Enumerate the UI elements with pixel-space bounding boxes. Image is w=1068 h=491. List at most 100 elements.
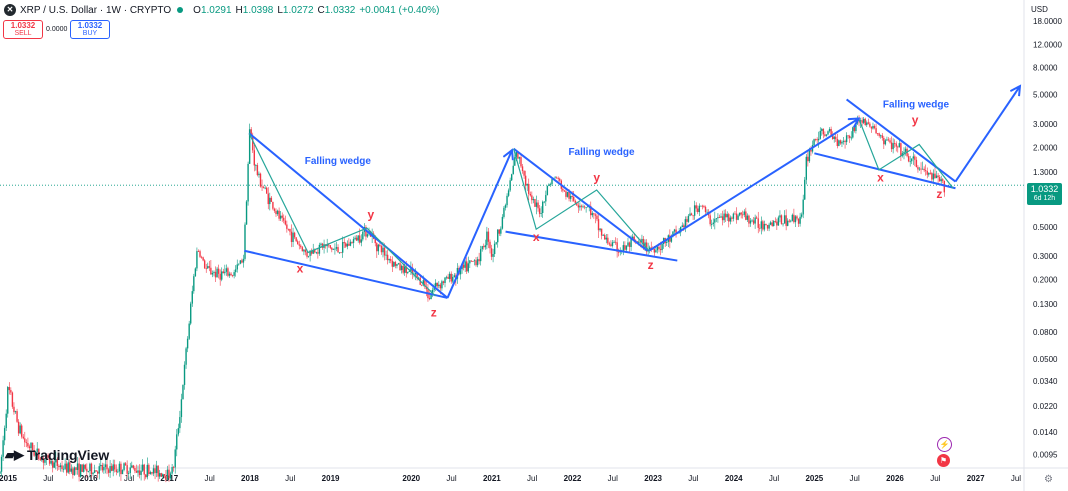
candle-body <box>712 222 714 224</box>
candle-body <box>38 448 40 459</box>
candle-body <box>579 205 581 208</box>
candle-body <box>211 272 214 275</box>
candle-body <box>807 156 809 162</box>
candle-body <box>776 221 778 226</box>
candle-body <box>321 243 324 248</box>
candle-body <box>447 276 449 279</box>
candle-body <box>255 165 257 166</box>
candle-body <box>703 205 705 207</box>
candle-body <box>283 217 285 221</box>
candle-body <box>134 468 136 471</box>
replay-icon[interactable]: ⚡ <box>937 437 952 452</box>
candle-body <box>86 468 88 472</box>
candle-body <box>176 434 178 450</box>
candle-body <box>135 470 138 473</box>
candle-body <box>666 241 668 243</box>
candle-body <box>169 473 172 479</box>
low-value: 1.0272 <box>282 4 314 16</box>
candle-body <box>287 228 290 230</box>
candle-body <box>3 428 6 441</box>
candle-body <box>904 148 907 152</box>
candle-body <box>684 219 687 228</box>
candle-body <box>506 195 508 206</box>
candle-body <box>256 165 259 176</box>
candle-body <box>760 221 763 229</box>
candle-body <box>400 265 403 270</box>
candle-body <box>790 220 792 222</box>
x-tick-label: 2016 <box>80 474 98 483</box>
candle-body <box>563 190 566 192</box>
x-tick-label: Jul <box>124 474 134 483</box>
settings-gear-icon[interactable]: ⚙ <box>1044 474 1053 485</box>
candle-body <box>396 264 398 266</box>
candle-body <box>10 390 12 393</box>
candle-body <box>155 465 158 474</box>
candle-body <box>490 248 493 257</box>
candle-body <box>103 466 105 471</box>
candle-body <box>549 184 552 185</box>
candle-body <box>571 195 573 197</box>
wedge-trendline <box>814 152 956 190</box>
x-tick-label: Jul <box>688 474 698 483</box>
candle-body <box>551 179 553 185</box>
candle-body <box>569 195 572 199</box>
candle-body <box>341 242 344 253</box>
candle-body <box>261 186 263 188</box>
candle-body <box>483 246 485 248</box>
currency-label[interactable]: USD <box>1031 5 1048 14</box>
candle-body <box>909 161 911 163</box>
breakout-arrow-line <box>648 117 860 252</box>
candle-body <box>126 465 128 474</box>
candle-body <box>467 263 469 272</box>
candle-body <box>791 214 794 221</box>
candle-body <box>940 179 942 182</box>
y-tick-label: 0.5000 <box>1033 223 1058 232</box>
candle-body <box>943 180 946 193</box>
candle-body <box>788 220 790 222</box>
candle-body <box>205 268 207 270</box>
candle-body <box>517 151 519 159</box>
candle-body <box>875 128 877 134</box>
candle-body <box>380 245 383 253</box>
x-tick-label: 2023 <box>644 474 662 483</box>
candle-body <box>376 243 378 252</box>
candle-body <box>675 229 677 233</box>
candle-body <box>79 464 82 477</box>
candle-body <box>301 247 304 252</box>
candle-body <box>326 244 328 247</box>
candle-body <box>514 157 516 166</box>
candle-body <box>270 197 273 202</box>
candle-body <box>529 193 531 196</box>
candle-body <box>337 247 339 253</box>
candle-body <box>343 242 345 244</box>
candle-body <box>853 127 856 132</box>
candle-body <box>546 185 549 196</box>
candle-body <box>604 234 606 240</box>
candle-body <box>862 118 865 123</box>
candle-body <box>224 271 226 274</box>
candle-body <box>721 216 724 221</box>
candle-body <box>813 139 815 146</box>
symbol-title[interactable]: XRP / U.S. Dollar · 1W · CRYPTO <box>20 4 172 16</box>
x-tick-label: Jul <box>205 474 215 483</box>
candle-body <box>193 276 195 292</box>
candle-body <box>100 464 102 467</box>
candle-body <box>565 191 567 197</box>
candle-body <box>44 459 46 463</box>
candle-body <box>275 210 277 215</box>
candle-body <box>720 216 722 218</box>
flag-icon[interactable]: ⚑ <box>937 454 950 467</box>
candle-body <box>421 284 423 286</box>
tradingview-logo[interactable]: ▰▶ TradingView <box>5 447 109 463</box>
wave-point-label: z <box>648 258 654 272</box>
candle-body <box>814 139 817 140</box>
y-tick-label: 0.0340 <box>1033 377 1058 386</box>
candle-body <box>740 212 742 215</box>
wedge-trendline <box>505 230 678 262</box>
candle-body <box>424 280 426 287</box>
buy-button[interactable]: 1.0332 BUY <box>70 20 110 39</box>
sell-button[interactable]: 1.0332 SELL <box>3 20 43 39</box>
candle-body <box>878 133 880 136</box>
candle-body <box>773 221 775 227</box>
